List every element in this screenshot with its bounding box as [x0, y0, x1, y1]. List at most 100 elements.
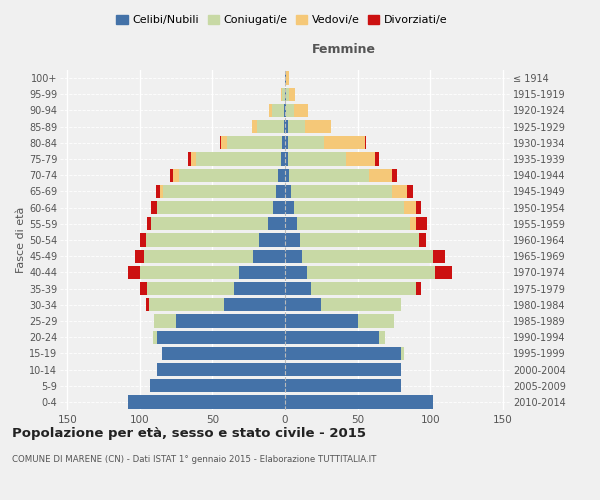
Bar — [278, 168, 285, 182]
Bar — [305, 120, 331, 134]
Bar — [365, 136, 366, 149]
Bar — [410, 217, 416, 230]
Bar — [140, 234, 146, 246]
Bar — [257, 120, 284, 134]
Bar — [321, 298, 401, 312]
Bar — [346, 152, 375, 166]
Bar — [146, 298, 149, 312]
Bar — [285, 298, 321, 312]
Bar — [160, 185, 163, 198]
Bar — [285, 250, 302, 263]
Bar — [302, 250, 433, 263]
Bar — [285, 396, 433, 408]
Bar — [358, 314, 394, 328]
Bar — [276, 185, 285, 198]
Text: Femmine: Femmine — [311, 44, 376, 57]
Bar — [285, 136, 288, 149]
Bar — [392, 168, 397, 182]
Bar — [147, 217, 151, 230]
Text: COMUNE DI MARENE (CN) - Dati ISTAT 1° gennaio 2015 - Elaborazione TUTTITALIA.IT: COMUNE DI MARENE (CN) - Dati ISTAT 1° ge… — [12, 455, 376, 464]
Bar — [434, 266, 452, 279]
Bar — [286, 88, 289, 101]
Bar — [251, 120, 257, 134]
Bar — [285, 185, 291, 198]
Bar — [324, 136, 365, 149]
Bar — [289, 168, 369, 182]
Bar — [289, 88, 295, 101]
Bar — [156, 185, 160, 198]
Bar — [416, 282, 421, 295]
Bar — [286, 72, 289, 85]
Bar — [285, 346, 401, 360]
Bar — [234, 282, 285, 295]
Bar — [151, 217, 268, 230]
Bar — [375, 152, 379, 166]
Bar — [401, 346, 404, 360]
Bar — [269, 104, 272, 117]
Bar — [285, 314, 358, 328]
Bar — [288, 152, 346, 166]
Bar — [220, 136, 221, 149]
Bar — [416, 217, 427, 230]
Bar — [161, 346, 285, 360]
Bar — [288, 136, 324, 149]
Bar — [153, 330, 157, 344]
Bar — [285, 363, 401, 376]
Bar — [140, 282, 147, 295]
Bar — [176, 314, 285, 328]
Bar — [157, 201, 274, 214]
Bar — [285, 72, 286, 85]
Bar — [285, 152, 288, 166]
Bar — [419, 234, 426, 246]
Bar — [285, 104, 286, 117]
Bar — [157, 363, 285, 376]
Bar — [154, 314, 176, 328]
Bar — [157, 330, 285, 344]
Bar — [170, 168, 173, 182]
Bar — [294, 104, 308, 117]
Bar — [239, 266, 285, 279]
Bar — [224, 298, 285, 312]
Bar — [173, 168, 179, 182]
Bar — [259, 234, 285, 246]
Bar — [151, 201, 157, 214]
Bar — [227, 136, 282, 149]
Bar — [392, 185, 407, 198]
Bar — [404, 201, 416, 214]
Bar — [379, 330, 385, 344]
Bar — [282, 136, 285, 149]
Bar — [128, 396, 285, 408]
Bar — [285, 168, 289, 182]
Bar — [285, 282, 311, 295]
Bar — [268, 217, 285, 230]
Bar — [281, 152, 285, 166]
Bar — [284, 120, 285, 134]
Bar — [416, 201, 421, 214]
Bar — [285, 217, 296, 230]
Bar — [369, 168, 392, 182]
Bar — [433, 250, 445, 263]
Bar — [294, 201, 404, 214]
Bar — [285, 88, 286, 101]
Bar — [144, 250, 253, 263]
Bar — [296, 217, 410, 230]
Bar — [191, 152, 196, 166]
Bar — [286, 104, 294, 117]
Bar — [274, 201, 285, 214]
Bar — [281, 88, 282, 101]
Bar — [285, 379, 401, 392]
Bar — [196, 152, 281, 166]
Bar — [288, 120, 305, 134]
Y-axis label: Fasce di età: Fasce di età — [16, 207, 26, 273]
Bar — [221, 136, 227, 149]
Bar — [407, 185, 413, 198]
Bar — [272, 104, 284, 117]
Text: Popolazione per età, sesso e stato civile - 2015: Popolazione per età, sesso e stato civil… — [12, 428, 366, 440]
Bar — [140, 266, 239, 279]
Bar — [285, 201, 294, 214]
Bar — [299, 234, 419, 246]
Bar — [284, 104, 285, 117]
Bar — [163, 185, 276, 198]
Legend: Celibi/Nubili, Coniugati/e, Vedovi/e, Divorziati/e: Celibi/Nubili, Coniugati/e, Vedovi/e, Di… — [112, 10, 452, 30]
Bar — [150, 379, 285, 392]
